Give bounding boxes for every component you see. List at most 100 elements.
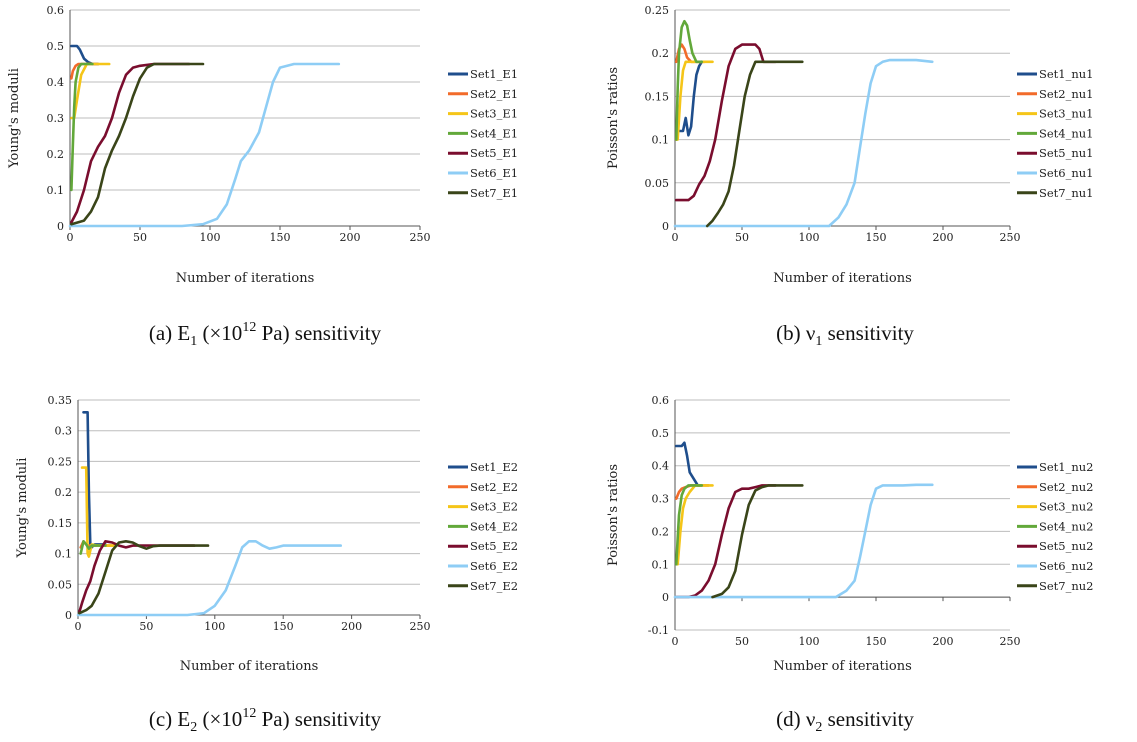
legend-label: Set1_E2 [470,460,518,474]
series-line-set7-nu1 [705,60,804,228]
x-tick-label: 150 [273,620,294,633]
legend-label: Set2_E1 [470,87,518,101]
x-tick-label: 50 [735,231,749,244]
legend-label: Set5_nu2 [1039,539,1094,553]
legend-label: Set1_E1 [470,67,518,81]
panel-caption: (a) E1 (×1012 Pa) sensitivity [149,320,382,349]
x-tick-label: 100 [799,231,820,244]
caption-caption-sub: 2 [815,720,822,735]
chart-panel-a: 0 0.1 0.2 0.3 0.4 0.5 0.6 0 50 100 150 200 250 Set1_E… [7,4,518,349]
series-line-set4-e1 [70,62,94,192]
legend-label: Set6_nu1 [1039,166,1094,180]
chart-panel-b: 0 0.05 0.1 0.15 0.2 0.25 0 50 100 150 200 250 Set1_n… [606,4,1094,349]
x-tick-label: 100 [204,620,225,633]
legend-label: Set6_nu2 [1039,559,1094,573]
caption-caption-rest-1: (×10 [197,321,242,345]
legend-label: Set4_nu1 [1039,126,1094,140]
caption-caption-rest-1: sensitivity [822,707,914,731]
panel-caption: (b) ν1 sensitivity [776,321,914,349]
chart-panel-d: -0.100.10.20.30.40.50.60 50 100 150 200 250Se… [606,394,1094,735]
series-line-set1-nu1 [674,60,704,137]
caption-caption-letter: (b) [776,321,801,345]
y-tick-label: 0.1 [47,184,65,197]
y-tick-label: -0.1 [648,624,669,637]
series-line-set5-e2 [78,539,196,614]
series-line-set1-e1 [70,44,100,66]
legend-label: Set1_nu2 [1039,460,1094,474]
legend-label: Set1_nu1 [1039,67,1094,81]
x-tick-label: 250 [410,231,431,244]
y-tick-label: 0 [57,220,64,233]
legend-label: Set2_nu2 [1039,480,1094,494]
legend-label: Set5_E2 [470,539,518,553]
legend-label: Set3_E2 [470,500,518,514]
y-tick-label: 0.05 [48,578,73,591]
x-tick-label: 0 [672,231,679,244]
chart-panel-c: 0 0.05 0.1 0.15 0.2 0.25 0.3 0.35 0 50 100 150 200 25… [15,394,518,735]
x-tick-label: 0 [75,620,82,633]
y-tick-label: 0.2 [47,148,65,161]
legend-label: Set6_E1 [470,166,518,180]
x-tick-label: 50 [139,620,153,633]
x-tick-label: 0 [672,635,679,648]
y-tick-label: 0.4 [47,76,65,89]
caption-caption-rest-2: Pa) sensitivity [256,707,381,731]
x-tick-label: 250 [1000,231,1021,244]
series-line-set1-nu2 [674,441,704,487]
legend-label: Set2_nu1 [1039,87,1094,101]
y-tick-label: 0.3 [652,493,670,506]
x-axis-title: Number of iterations [180,659,319,674]
caption-caption-rest-2: Pa) sensitivity [256,321,381,345]
legend-label: Set4_E1 [470,126,518,140]
legend-label: Set4_nu2 [1039,519,1094,533]
y-tick-label: 0.35 [48,394,73,407]
y-tick-label: 0.2 [55,486,73,499]
caption-caption-rest-1: sensitivity [822,321,914,345]
caption-caption-sub: 1 [815,334,822,349]
y-tick-label: 0.25 [645,4,670,17]
caption-caption-sup: 12 [242,320,256,335]
caption-caption-letter: (c) [149,707,172,731]
y-tick-label: 0 [65,609,72,622]
x-tick-label: 50 [133,231,147,244]
series-line-set4-nu2 [674,484,704,566]
caption-caption-symbol: E [177,321,190,345]
caption-caption-symbol: E [177,707,190,731]
y-tick-label: 0.2 [652,525,670,538]
legend-label: Set6_E2 [470,559,518,573]
y-tick-label: 0.1 [652,134,670,147]
y-axis-title: Poisson's ratios [606,67,621,169]
series-line-set7-e2 [78,539,210,615]
y-tick-label: 0.4 [652,460,670,473]
x-tick-label: 50 [735,635,749,648]
y-axis-title: Young's moduli [15,458,30,559]
x-tick-label: 100 [799,635,820,648]
y-axis-title: Young's moduli [7,68,22,169]
x-tick-label: 200 [933,635,954,648]
caption-caption-symbol: ν [806,707,816,731]
series-line-set5-nu2 [674,484,777,599]
y-tick-label: 0 [662,591,669,604]
x-tick-label: 250 [410,620,431,633]
series-line-set6-e1 [68,62,341,228]
y-tick-label: 0.6 [652,394,670,407]
legend-label: Set7_E1 [470,186,518,200]
y-tick-label: 0.3 [47,112,65,125]
series-line-set4-nu1 [674,19,704,141]
series-line-set6-nu2 [673,483,934,599]
legend-label: Set2_E2 [470,480,518,494]
legend-label: Set3_nu2 [1039,500,1094,514]
legend-label: Set5_nu1 [1039,146,1094,160]
caption-caption-sub: 1 [190,334,197,349]
y-tick-label: 0.25 [48,455,73,468]
x-tick-label: 150 [866,231,887,244]
y-tick-label: 0.15 [645,90,670,103]
legend-label: Set3_nu1 [1039,107,1094,121]
y-tick-label: 0.1 [652,558,670,571]
x-tick-label: 100 [200,231,221,244]
legend-label: Set7_nu1 [1039,186,1094,200]
x-axis-title: Number of iterations [176,271,315,286]
x-axis-title: Number of iterations [773,659,912,674]
series-line-set3-nu2 [676,484,714,566]
legend-label: Set3_E1 [470,107,518,121]
